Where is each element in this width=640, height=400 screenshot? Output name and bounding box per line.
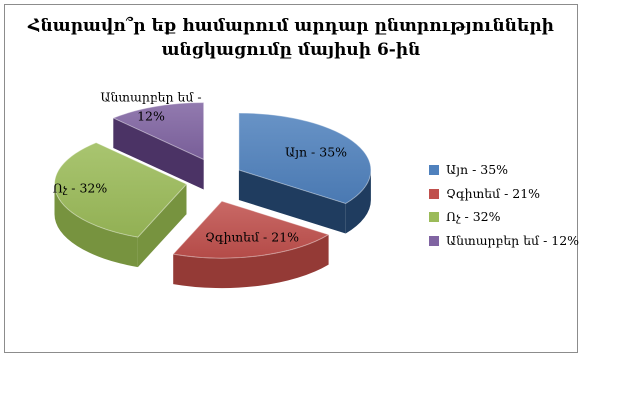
pie-slice-top[interactable] xyxy=(54,142,188,238)
pie-slice-rim xyxy=(173,234,329,289)
pie-slice-2[interactable] xyxy=(54,142,188,268)
pie-slice-0[interactable] xyxy=(238,112,372,234)
pie-slice-top[interactable] xyxy=(172,200,330,259)
legend-swatch-icon xyxy=(429,235,439,246)
slice-data-label: Անտարբեր եմ -12% xyxy=(100,90,201,124)
legend-label: Անտարբեր եմ - 12% xyxy=(446,232,580,248)
legend-swatch-icon xyxy=(429,165,439,175)
pie-slice-3[interactable] xyxy=(112,101,205,190)
pie-slice-side-wall xyxy=(137,184,187,268)
legend-item-0[interactable]: Այո - 35% xyxy=(429,162,579,177)
pie-slice-rim xyxy=(54,184,138,268)
slice-data-label: Այո - 35% xyxy=(285,145,347,160)
legend-item-3[interactable]: Անտարբեր եմ - 12% xyxy=(429,232,580,248)
chart-title-line-2: անցկացումը մայիսի 6-ին xyxy=(161,40,421,60)
slice-data-label: Չգիտեմ - 21% xyxy=(205,230,299,245)
pie-slice-top[interactable] xyxy=(112,101,205,161)
pie-slice-top[interactable] xyxy=(238,112,372,205)
legend-label: Չգիտեմ - 21% xyxy=(446,185,541,201)
legend-item-2[interactable]: Ոչ - 32% xyxy=(429,209,579,224)
slice-data-label: Ոչ - 32% xyxy=(53,181,108,196)
pie-slice-rim xyxy=(345,170,371,234)
chart-title-line-1: Հնարավո՞ր եք համարում արդար ընտրությունն… xyxy=(28,16,554,36)
pie-slice-side-wall xyxy=(113,118,204,190)
legend-swatch-icon xyxy=(429,188,439,199)
legend-item-1[interactable]: Չգիտեմ - 21% xyxy=(429,185,579,201)
legend-label: Այո - 35% xyxy=(446,162,509,177)
pie-slice-1[interactable] xyxy=(172,200,330,289)
legend-label: Ոչ - 32% xyxy=(446,209,501,224)
chart-title: Հնարավո՞ր եք համարում արդար ընտրությունն… xyxy=(4,14,578,62)
legend: Այո - 35% Չգիտեմ - 21% Ոչ - 32% Անտարբեր եմ… xyxy=(429,162,580,259)
legend-swatch-icon xyxy=(429,212,439,222)
pie-slice-side-wall xyxy=(238,170,346,234)
